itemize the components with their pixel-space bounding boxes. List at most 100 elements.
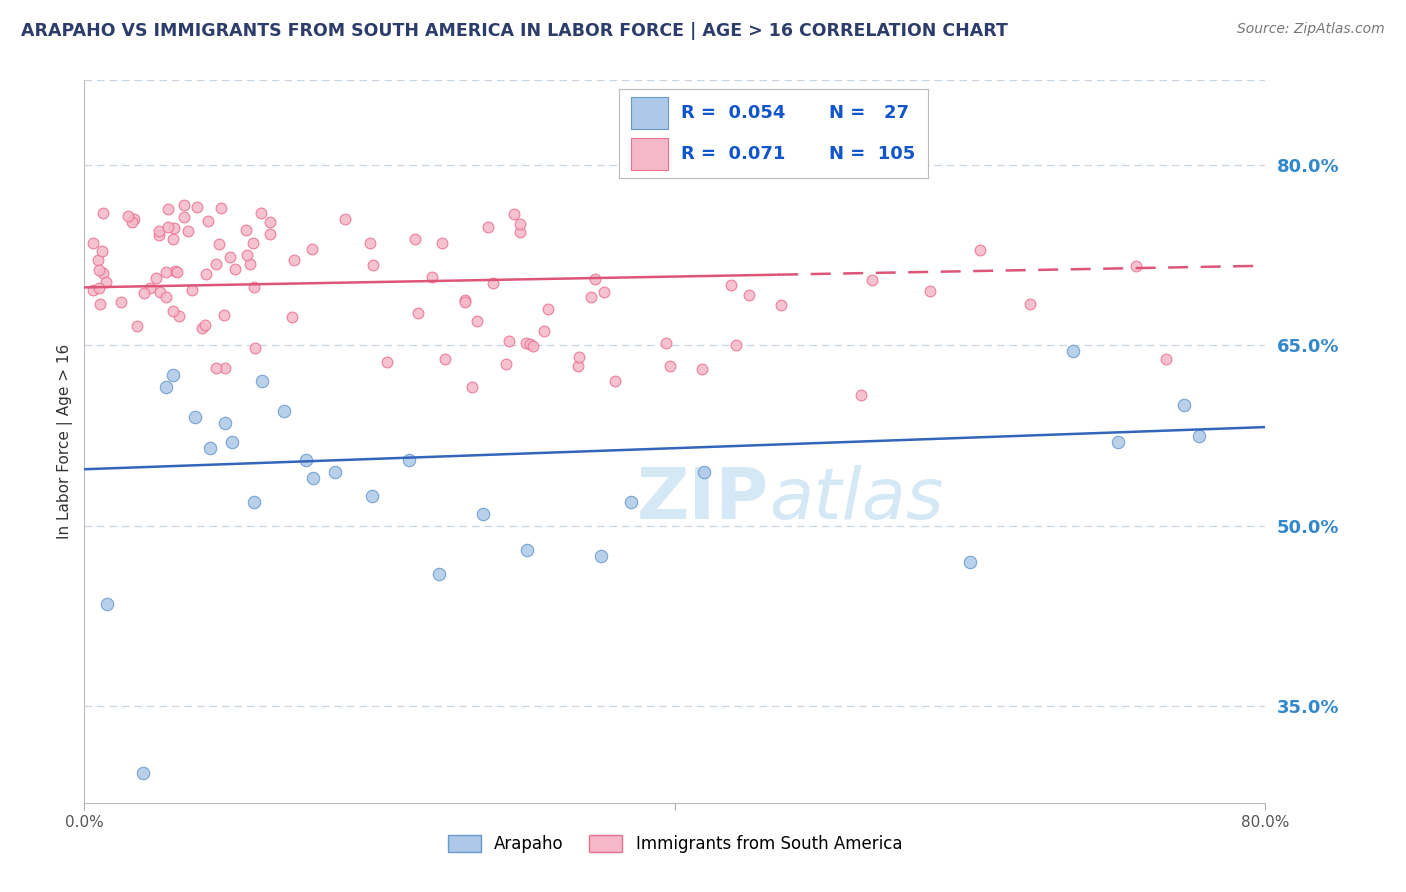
Point [579, 291, 602, 305]
Point [769, 298, 792, 312]
Point [155, 289, 177, 303]
Point [162, 232, 184, 246]
Point [91, 266, 114, 280]
Text: ARAPAHO VS IMMIGRANTS FROM SOUTH AMERICA IN LABOR FORCE | AGE > 16 CORRELATION C: ARAPAHO VS IMMIGRANTS FROM SOUTH AMERICA… [21, 22, 1008, 40]
Point [194, 267, 217, 281]
Point [259, 215, 281, 229]
Point [302, 470, 325, 484]
Point [155, 380, 177, 394]
Point [259, 227, 281, 241]
Point [472, 507, 495, 521]
Point [477, 219, 499, 234]
Point [503, 207, 526, 221]
Point [117, 209, 139, 223]
Point [221, 434, 243, 449]
Point [969, 243, 991, 257]
Point [173, 210, 195, 224]
Point [333, 211, 356, 226]
Point [173, 198, 195, 212]
Point [273, 404, 295, 418]
Point [156, 220, 179, 235]
Point [959, 555, 981, 569]
Text: R =  0.054: R = 0.054 [681, 104, 785, 122]
Point [522, 339, 544, 353]
Point [295, 452, 318, 467]
Point [375, 355, 398, 369]
Point [720, 278, 742, 293]
Point [214, 361, 236, 376]
Point [1063, 344, 1085, 359]
Point [139, 280, 162, 294]
Point [91, 244, 114, 258]
Point [121, 215, 143, 229]
Text: N =   27: N = 27 [830, 104, 908, 122]
Point [209, 201, 232, 215]
Point [495, 357, 517, 371]
Point [1173, 398, 1195, 412]
Point [920, 284, 942, 298]
Point [738, 287, 761, 301]
Point [301, 242, 323, 256]
Point [849, 388, 872, 402]
Text: N =  105: N = 105 [830, 145, 915, 163]
Text: atlas: atlas [769, 465, 943, 533]
Bar [631, 138, 668, 170]
Point [361, 489, 384, 503]
Point [1154, 351, 1177, 366]
Point [250, 374, 273, 388]
Point [157, 202, 180, 216]
Point [110, 295, 132, 310]
Point [693, 465, 716, 479]
Point [461, 380, 484, 394]
Point [242, 235, 264, 250]
Point [283, 253, 305, 268]
Point [659, 359, 682, 374]
Point [359, 235, 381, 250]
Point [509, 225, 531, 239]
Point [481, 277, 503, 291]
Point [537, 301, 560, 316]
Point [165, 263, 187, 277]
Point [404, 232, 426, 246]
Point [205, 257, 228, 271]
Point [245, 341, 267, 355]
Point [235, 223, 257, 237]
Point [191, 320, 214, 334]
Point [177, 224, 200, 238]
Point [163, 220, 186, 235]
Point [1188, 428, 1211, 442]
Point [162, 304, 184, 318]
Bar [631, 97, 668, 129]
Point [239, 257, 262, 271]
Text: ZIP: ZIP [637, 465, 769, 533]
Point [148, 223, 170, 237]
Point [465, 314, 488, 328]
Point [243, 494, 266, 508]
Point [1107, 434, 1129, 449]
Point [515, 335, 537, 350]
Point [198, 441, 221, 455]
Point [166, 265, 188, 279]
Point [89, 281, 111, 295]
Point [568, 350, 591, 364]
Point [690, 362, 713, 376]
Point [148, 227, 170, 242]
Point [181, 283, 204, 297]
Point [122, 211, 145, 226]
Point [167, 309, 190, 323]
Point [281, 310, 304, 325]
Point [242, 280, 264, 294]
Point [162, 368, 184, 383]
Point [454, 293, 477, 308]
Point [724, 338, 747, 352]
Y-axis label: In Labor Force | Age > 16: In Labor Force | Age > 16 [58, 344, 73, 539]
Point [208, 236, 231, 251]
Text: Source: ZipAtlas.com: Source: ZipAtlas.com [1237, 22, 1385, 37]
Point [205, 360, 228, 375]
Point [89, 297, 111, 311]
Point [420, 269, 443, 284]
Point [236, 247, 259, 261]
Point [516, 542, 538, 557]
Point [430, 235, 453, 250]
Point [533, 325, 555, 339]
